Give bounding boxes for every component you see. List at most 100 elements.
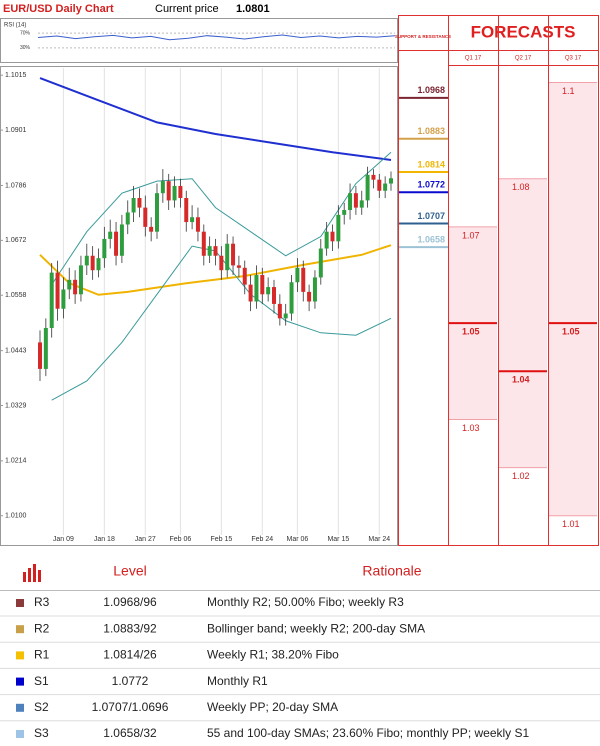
candle-body	[195, 217, 200, 232]
forecast-label: 1.1	[562, 86, 575, 96]
x-tick-label: Mar 15	[327, 536, 349, 543]
candle-body	[353, 193, 358, 208]
candle-body	[389, 178, 393, 184]
candle-body	[190, 217, 195, 223]
x-tick-label: Feb 15	[210, 536, 232, 543]
candle-body	[201, 231, 206, 256]
candle-body	[272, 287, 276, 304]
level-swatch	[16, 677, 24, 686]
candle-body	[324, 231, 329, 249]
candle-body	[219, 255, 224, 271]
forecast-label: 1.07	[462, 230, 480, 240]
level-name: R3	[34, 595, 50, 609]
quarter-label: Q2 17	[515, 56, 532, 62]
level-swatch	[16, 599, 24, 607]
y-tick-label: 1.0558	[5, 292, 27, 299]
forecasts-title: FORECASTS	[471, 22, 576, 41]
candle-body	[96, 258, 101, 271]
level-value: 1.0968/96	[103, 595, 157, 609]
level-rationale: 55 and 100-day SMAs; 23.60% Fibo; monthl…	[207, 726, 529, 740]
candle-body	[43, 327, 48, 369]
candle-body	[371, 174, 376, 180]
candle-body	[283, 313, 288, 319]
level-name: R2	[34, 621, 50, 635]
level-name: S2	[34, 700, 49, 714]
candle-body	[137, 197, 142, 208]
candle-body	[254, 275, 259, 302]
candle-body	[61, 289, 66, 309]
overlay-line	[51, 151, 392, 285]
forecast-label: 1.04	[512, 375, 530, 385]
candle-body	[78, 265, 83, 295]
y-tick-label: 1.0786	[5, 182, 27, 189]
level-rationale: Weekly R1; 38.20% Fibo	[207, 648, 339, 662]
candle-body	[84, 255, 89, 266]
table-header: Level	[113, 563, 146, 579]
candle-body	[225, 243, 230, 271]
quarter-label: Q3 17	[565, 56, 582, 62]
candle-body	[55, 272, 60, 309]
candle-body	[207, 246, 212, 256]
candle-body	[277, 303, 282, 319]
candle-body	[131, 197, 136, 213]
candle-body	[365, 174, 370, 201]
level-swatch	[16, 651, 24, 660]
candle-body	[73, 279, 78, 295]
candle-body	[160, 181, 165, 194]
level-name: S1	[34, 674, 49, 688]
y-tick-label: 1.0672	[5, 237, 27, 244]
candle-body	[383, 183, 388, 191]
forecast-range	[549, 82, 597, 516]
price-value: 1.0801	[236, 3, 270, 15]
candle-body	[301, 267, 306, 292]
level-value: 1.0814/26	[103, 648, 157, 662]
table-header: Rationale	[362, 563, 421, 579]
sr-label: 1.0772	[417, 180, 445, 190]
sr-label: 1.0883	[417, 126, 445, 136]
candle-body	[143, 207, 148, 227]
candle-body	[125, 212, 130, 225]
candle-body	[377, 179, 382, 191]
rsi-line	[37, 34, 396, 41]
candle-body	[172, 185, 177, 201]
y-tick-label: 1.0100	[5, 513, 27, 520]
sr-label: 1.0968	[417, 85, 445, 95]
level-rationale: Weekly PP; 20-day SMA	[207, 700, 338, 714]
candle-body	[348, 193, 353, 211]
level-value: 1.0658/32	[103, 726, 157, 740]
forecast-range	[499, 178, 547, 468]
candle-body	[289, 282, 294, 314]
sr-label: SUPPORT & RESISTANCE	[395, 34, 451, 39]
candle-body	[236, 265, 241, 268]
candle-body	[266, 287, 271, 295]
level-value: 1.0707/1.0696	[92, 700, 169, 714]
level-value: 1.0883/92	[103, 621, 157, 635]
candle-body	[114, 231, 119, 256]
rsi-tick-label: 30%	[20, 45, 31, 51]
candle-body	[119, 224, 124, 256]
level-rationale: Monthly R2; 50.00% Fibo; weekly R3	[207, 595, 404, 609]
level-swatch	[16, 625, 24, 634]
level-name: R1	[34, 648, 50, 662]
candle-body	[166, 181, 171, 201]
y-tick-label: 1.0214	[5, 458, 27, 465]
candle-body	[102, 238, 107, 259]
candle-body	[178, 185, 183, 198]
level-swatch	[16, 730, 24, 738]
sr-label: 1.0658	[417, 234, 445, 244]
x-tick-label: Feb 24	[251, 536, 273, 543]
y-tick-label: 1.0443	[5, 347, 27, 354]
candle-body	[213, 246, 218, 256]
candle-body	[359, 200, 364, 208]
level-rationale: Bollinger band; weekly R2; 200-day SMA	[207, 621, 425, 635]
candle-body	[184, 197, 189, 223]
candle-body	[155, 193, 159, 232]
chart-title: EUR/USD Daily Chart	[3, 3, 114, 15]
candle-body	[260, 275, 265, 295]
forecast-label: 1.08	[512, 182, 530, 192]
level-rationale: Monthly R1	[207, 674, 268, 688]
candle-body	[336, 214, 341, 242]
candle-body	[38, 342, 42, 369]
y-tick-label: 1.1015	[5, 72, 27, 79]
